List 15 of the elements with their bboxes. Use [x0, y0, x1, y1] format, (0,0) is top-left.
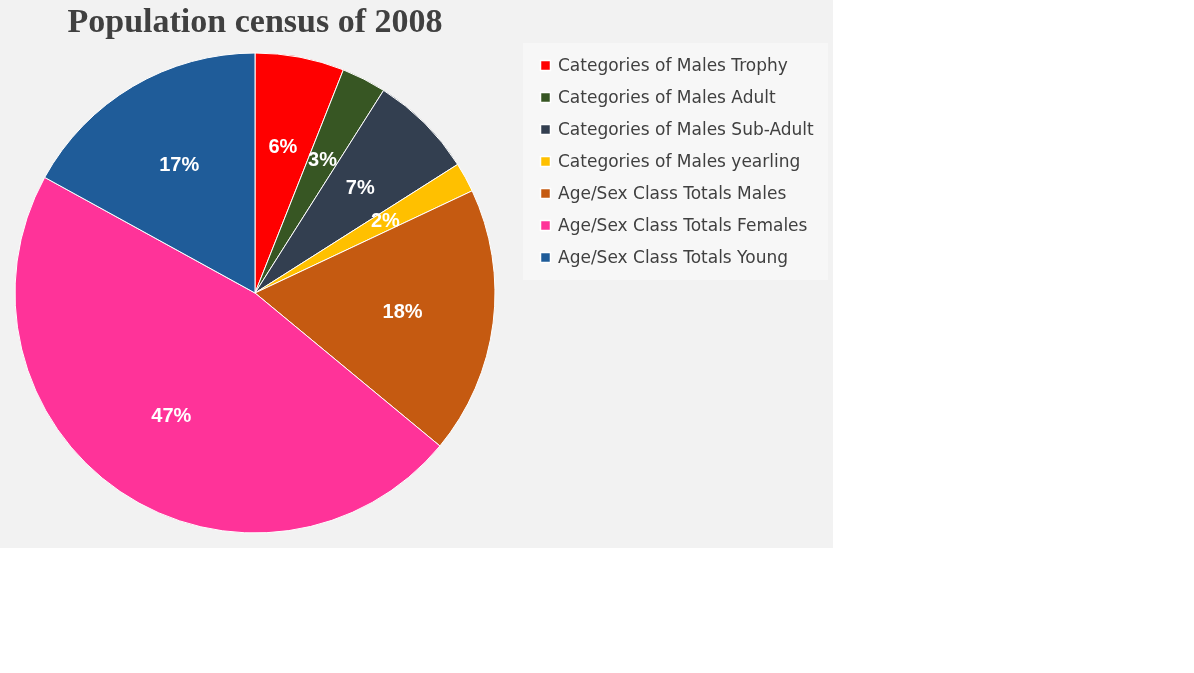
legend-label: Age/Sex Class Totals Females: [558, 214, 808, 235]
data-label: 47%: [151, 404, 192, 427]
legend-label: Categories of Males Trophy: [558, 54, 788, 75]
data-label: 3%: [308, 148, 338, 171]
data-label: 6%: [268, 134, 298, 157]
data-label: 18%: [382, 299, 423, 322]
data-label: 7%: [345, 175, 375, 198]
data-label: 17%: [159, 152, 200, 175]
legend-label: Categories of Males yearling: [558, 150, 801, 171]
legend-label: Categories of Males Adult: [558, 86, 776, 107]
data-label: 2%: [370, 209, 401, 232]
legend-label: Age/Sex Class Totals Young: [558, 246, 788, 267]
legend-label: Categories of Males Sub-Adult: [558, 118, 815, 139]
legend-label: Age/Sex Class Totals Males: [558, 182, 787, 203]
chart-title: Population census of 2008: [67, 2, 443, 39]
